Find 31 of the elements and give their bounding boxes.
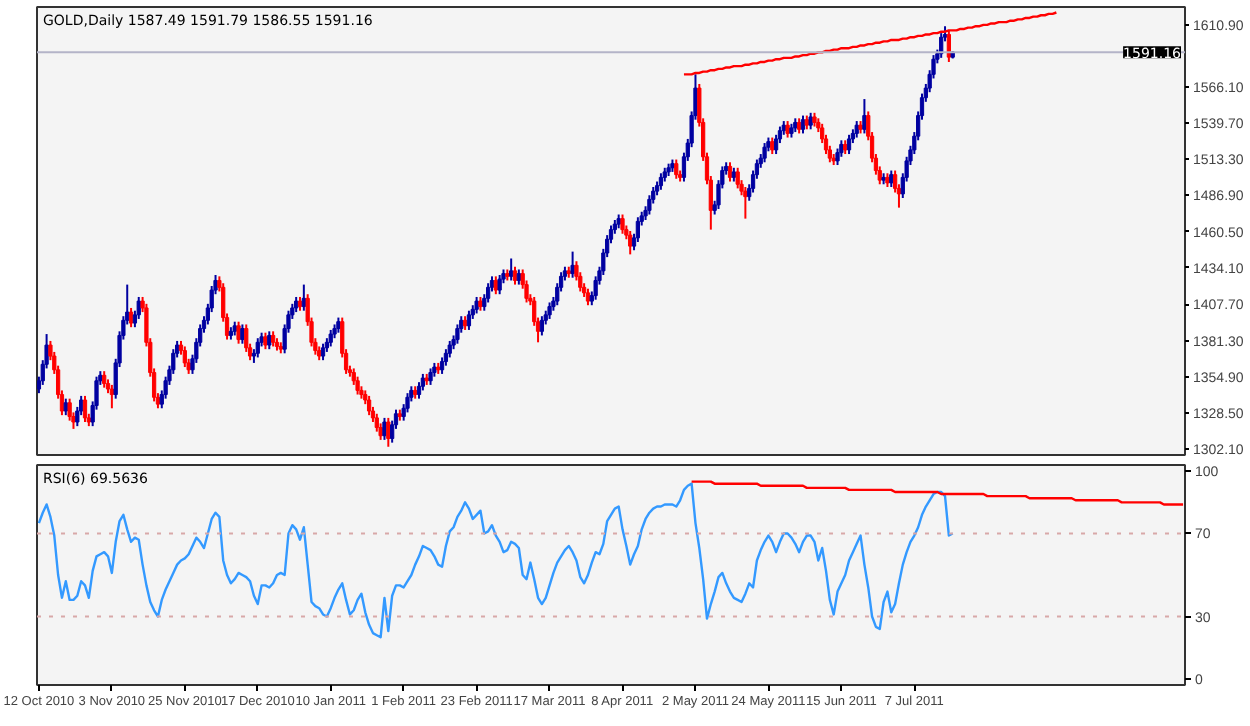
candlestick <box>674 158 679 180</box>
candlestick <box>593 275 598 301</box>
line-series <box>690 480 1185 506</box>
candlestick <box>497 273 502 296</box>
candlestick <box>182 345 187 369</box>
candlestick <box>236 320 241 345</box>
candlestick <box>620 213 625 235</box>
candlestick <box>735 166 740 190</box>
candlestick <box>862 98 867 135</box>
candlestick <box>136 295 141 320</box>
candlestick <box>509 257 514 282</box>
candlestick <box>255 337 260 359</box>
candlestick <box>762 142 767 164</box>
candlestick <box>386 416 391 448</box>
candlestick <box>647 194 652 216</box>
candlestick <box>67 397 72 422</box>
candlestick <box>82 394 88 424</box>
candlestick <box>382 416 387 441</box>
candlestick <box>635 216 641 243</box>
candlestick <box>244 323 249 353</box>
candlestick <box>570 250 575 279</box>
line-series <box>682 11 1058 76</box>
candlestick <box>366 394 372 417</box>
candlestick <box>240 323 245 345</box>
line-series <box>37 482 954 639</box>
candlestick <box>743 186 748 220</box>
candlestick <box>455 323 460 345</box>
candlestick <box>539 315 545 337</box>
candlestick <box>628 230 633 256</box>
candlestick <box>486 282 491 304</box>
candlestick <box>405 392 410 414</box>
